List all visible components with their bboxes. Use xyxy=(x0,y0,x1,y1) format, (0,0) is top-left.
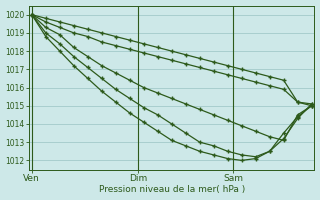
X-axis label: Pression niveau de la mer( hPa ): Pression niveau de la mer( hPa ) xyxy=(99,185,245,194)
